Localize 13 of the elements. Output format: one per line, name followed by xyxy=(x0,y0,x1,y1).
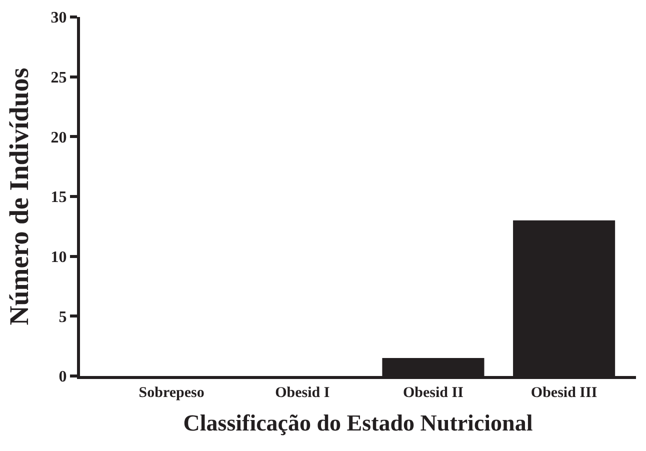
y-tick-label: 25 xyxy=(50,69,67,86)
y-tick-label: 10 xyxy=(50,248,67,266)
x-tick-label: Obesid I xyxy=(275,385,330,401)
y-tick-label: 15 xyxy=(50,189,67,206)
y-axis-title: Número de Indivíduos xyxy=(4,68,34,326)
y-tick-label: 30 xyxy=(50,10,67,27)
x-tick-label: Obesid II xyxy=(402,385,464,401)
x-tick-label: Sobrepeso xyxy=(138,385,204,401)
y-tick-label: 0 xyxy=(58,368,67,386)
x-tick-label: Obesid III xyxy=(530,385,598,401)
y-tick-label: 5 xyxy=(58,308,67,326)
y-tick-label: 20 xyxy=(50,129,67,146)
x-axis-title: Classificação do Estado Nutricional xyxy=(183,410,533,436)
